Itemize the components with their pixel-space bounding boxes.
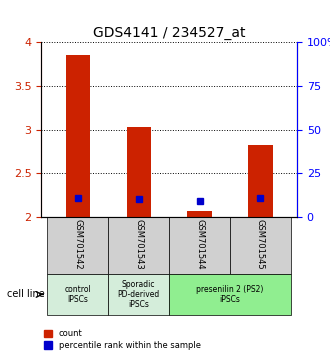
Bar: [66, 55, 90, 217]
Bar: [126, 127, 151, 217]
Text: control
IPSCs: control IPSCs: [64, 285, 91, 304]
Text: GSM701543: GSM701543: [134, 219, 143, 270]
Text: GSM701542: GSM701542: [73, 219, 82, 270]
FancyBboxPatch shape: [230, 217, 291, 274]
FancyBboxPatch shape: [169, 274, 291, 315]
Text: GSM701545: GSM701545: [256, 219, 265, 270]
Text: Sporadic
PD-derived
iPSCs: Sporadic PD-derived iPSCs: [117, 280, 160, 309]
FancyBboxPatch shape: [169, 217, 230, 274]
FancyBboxPatch shape: [47, 217, 108, 274]
Bar: [187, 211, 212, 217]
Text: presenilin 2 (PS2)
iPSCs: presenilin 2 (PS2) iPSCs: [196, 285, 264, 304]
FancyBboxPatch shape: [108, 274, 169, 315]
FancyBboxPatch shape: [47, 274, 108, 315]
Title: GDS4141 / 234527_at: GDS4141 / 234527_at: [93, 26, 246, 40]
Bar: [248, 144, 273, 217]
FancyBboxPatch shape: [108, 217, 169, 274]
Text: cell line: cell line: [7, 290, 44, 299]
Legend: count, percentile rank within the sample: count, percentile rank within the sample: [44, 329, 201, 350]
Text: GSM701544: GSM701544: [195, 219, 204, 270]
